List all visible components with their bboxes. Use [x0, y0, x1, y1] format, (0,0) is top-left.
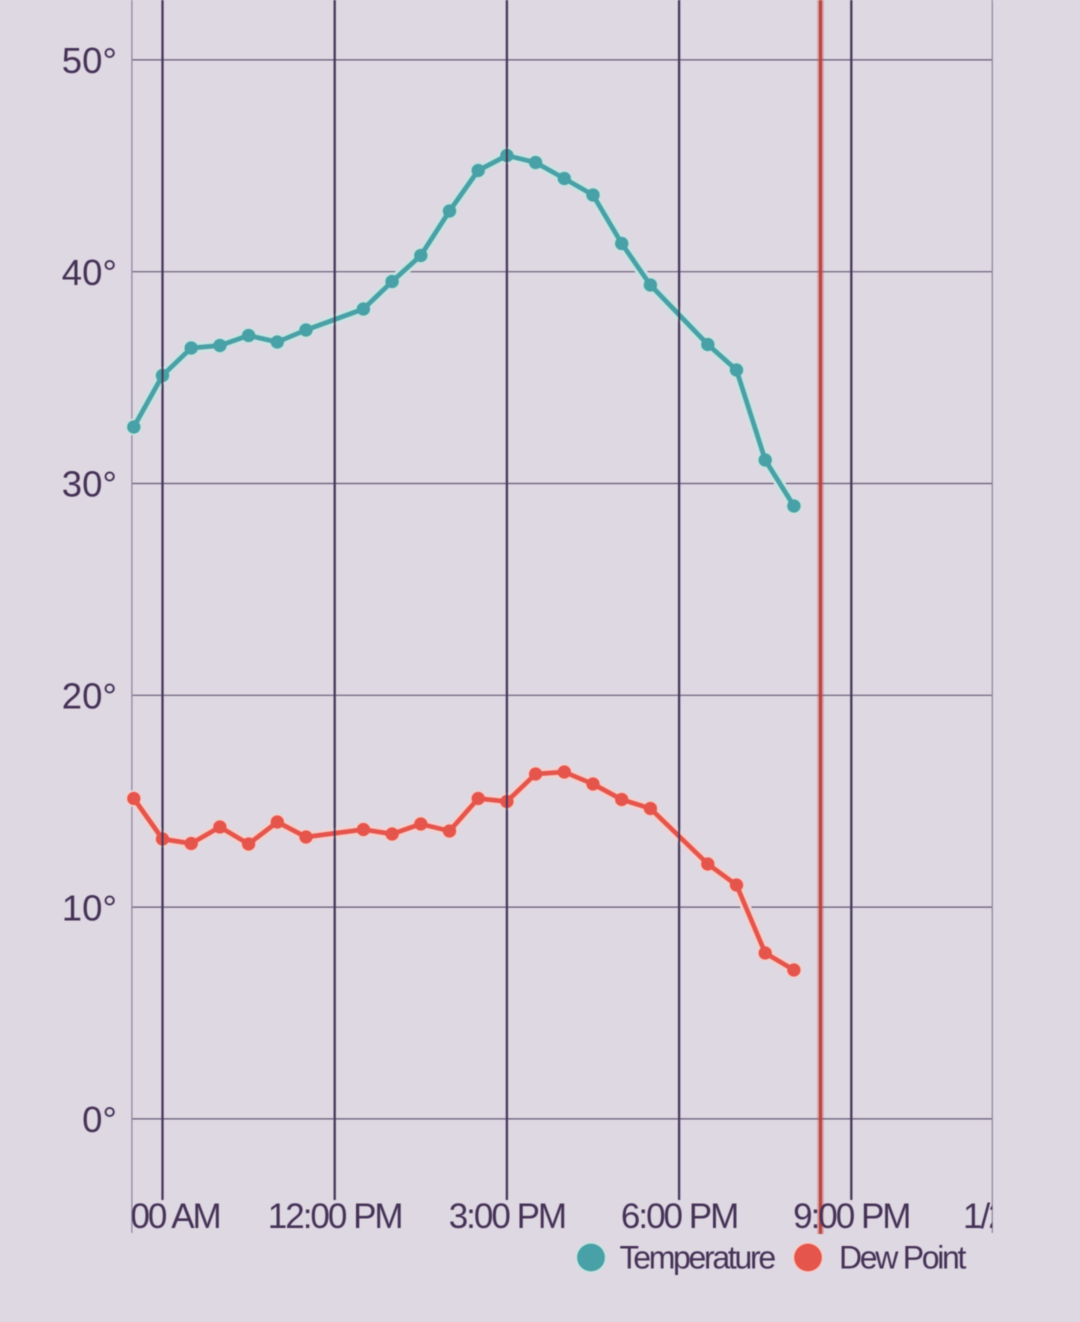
svg-text:9:00 PM: 9:00 PM — [793, 1197, 909, 1236]
svg-text:12:00 PM: 12:00 PM — [268, 1197, 402, 1236]
svg-text:3:00 PM: 3:00 PM — [449, 1197, 565, 1236]
svg-text:Dew Point: Dew Point — [839, 1240, 967, 1276]
svg-text:10°: 10° — [62, 887, 117, 928]
svg-text:40°: 40° — [62, 252, 117, 293]
svg-text:1/29: 1/29 — [963, 1197, 1024, 1236]
svg-text:9:00 AM: 9:00 AM — [105, 1197, 219, 1236]
svg-text:20°: 20° — [62, 676, 117, 717]
svg-text:0°: 0° — [82, 1099, 117, 1140]
svg-text:Temperature: Temperature — [620, 1240, 776, 1276]
svg-text:30°: 30° — [62, 464, 117, 505]
svg-text:6:00 PM: 6:00 PM — [621, 1197, 737, 1236]
svg-text:50°: 50° — [62, 40, 117, 81]
